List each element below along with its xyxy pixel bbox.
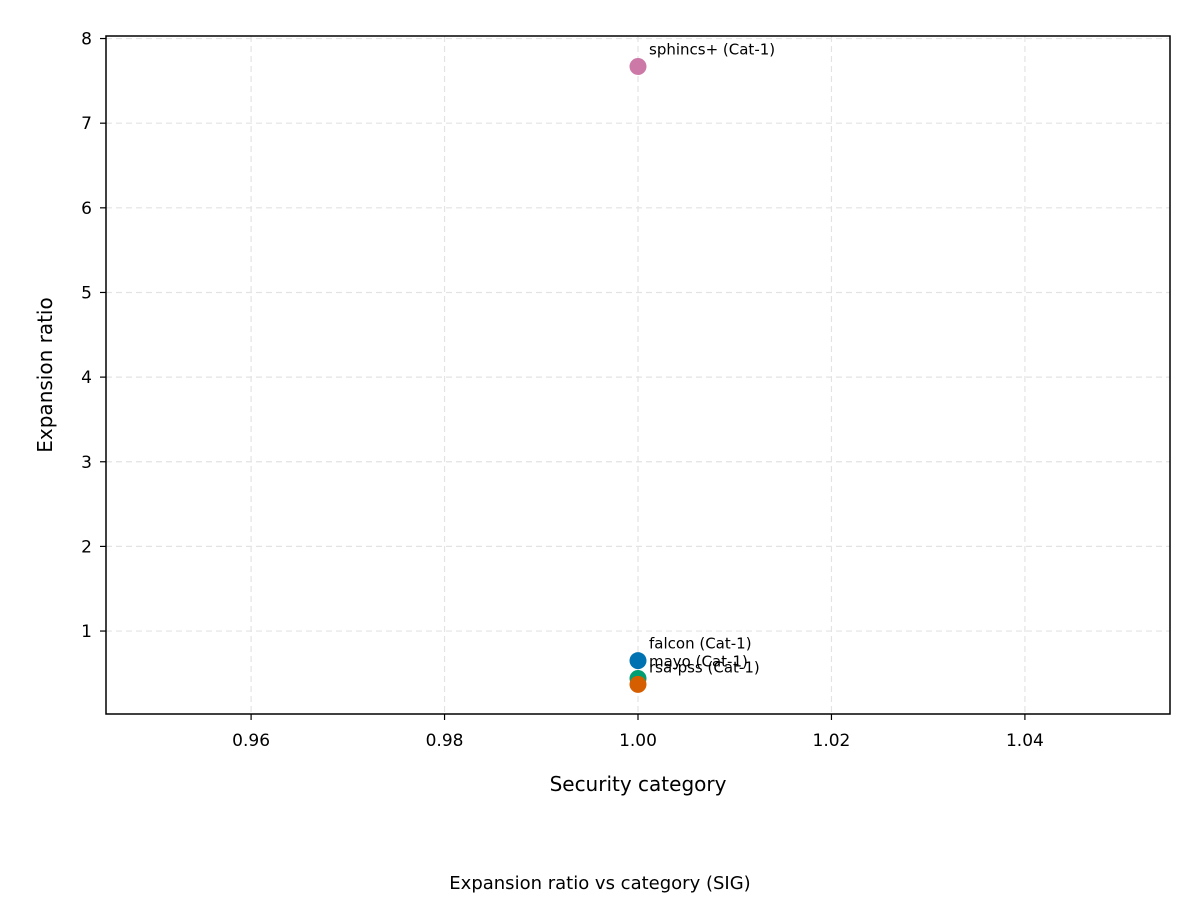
ticks-layer: 0.96 0.98 1.00 1.02 1.04 1 2 3 4 5 6 7 8	[81, 30, 1044, 751]
chart-caption: Expansion ratio vs category (SIG)	[449, 873, 750, 894]
y-tick-label: 4	[81, 368, 92, 388]
data-point	[629, 652, 647, 670]
point-label: rsa-pss (Cat-1)	[649, 658, 760, 676]
y-tick-label: 1	[81, 622, 92, 642]
y-tick-label: 7	[81, 114, 92, 134]
y-tick-label: 2	[81, 537, 92, 557]
x-tick-label: 0.98	[426, 731, 464, 751]
point-label: mayo (Cat-1)	[649, 652, 748, 670]
point-label: falcon (Cat-1)	[649, 635, 752, 653]
x-tick-label: 0.96	[232, 731, 270, 751]
x-tick-label: 1.02	[813, 731, 851, 751]
x-tick-label: 1.04	[1006, 731, 1044, 751]
data-point	[629, 57, 647, 75]
data-point	[629, 675, 647, 693]
y-tick-label: 6	[81, 199, 92, 219]
points-layer	[629, 57, 647, 693]
y-tick-label: 3	[81, 453, 92, 473]
y-tick-label: 5	[81, 283, 92, 303]
y-axis-label: Expansion ratio	[33, 297, 57, 452]
x-tick-label: 1.00	[619, 731, 657, 751]
x-axis-label: Security category	[550, 772, 727, 796]
grid-layer	[106, 36, 1170, 714]
point-label: sphincs+ (Cat-1)	[649, 40, 775, 58]
point-labels-layer: sphincs+ (Cat-1) falcon (Cat-1)mayo (Cat-…	[649, 40, 775, 676]
y-tick-label: 8	[81, 30, 92, 50]
